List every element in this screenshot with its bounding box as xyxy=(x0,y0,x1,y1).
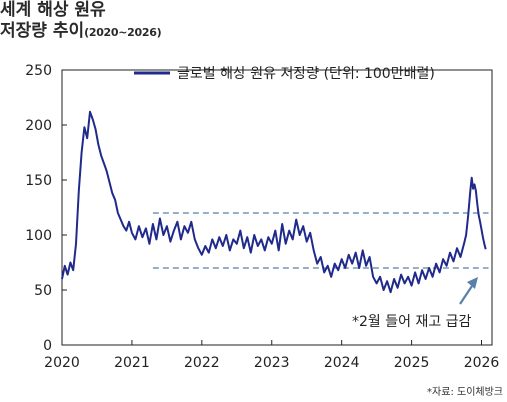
chart-title-period: (2020~2026) xyxy=(84,26,162,39)
x-tick-label: 2022 xyxy=(184,355,220,371)
annotation-arrow-head xyxy=(467,277,478,289)
annotation: *2월 들어 재고 급감 xyxy=(352,277,478,330)
legend-label: 글로벌 해상 원유 저장량 (단위: 100만배럴) xyxy=(177,66,435,82)
y-tick-label: 50 xyxy=(34,283,52,299)
annotation-arrow-shaft xyxy=(459,282,475,305)
series-line xyxy=(61,110,487,294)
y-tick-label: 250 xyxy=(25,63,52,79)
x-tick-label: 2024 xyxy=(324,355,360,371)
reference-lines xyxy=(152,212,489,269)
chart-title-line2: 저장량 추이(2020~2026) xyxy=(0,21,162,43)
x-tick-label: 2023 xyxy=(254,355,290,371)
y-tick-label: 150 xyxy=(25,173,52,189)
y-tick-label: 200 xyxy=(25,118,52,134)
annotation-label: *2월 들어 재고 급감 xyxy=(352,314,472,330)
plot-frame xyxy=(61,69,493,346)
y-tick-label: 0 xyxy=(43,338,52,354)
x-tick-label: 2021 xyxy=(114,355,150,371)
x-tick-label: 2025 xyxy=(394,355,430,371)
chart-title-second: 저장량 추이 xyxy=(0,21,85,41)
chart-title: 세계 해상 원유 xyxy=(0,0,106,20)
source-note: *자료: 도이체방크 xyxy=(427,387,503,398)
series-layer xyxy=(61,110,487,294)
x-tick-label: 2026 xyxy=(464,355,500,371)
axes: 0 50 100 150 200 250 2020 2021 2022 2023 2024 2025 2… xyxy=(25,63,499,371)
chart-title-block: 세계 해상 원유 저장량 추이(2020~2026) xyxy=(0,0,162,43)
legend: 글로벌 해상 원유 저장량 (단위: 100만배럴) xyxy=(134,66,435,82)
y-tick-label: 100 xyxy=(25,228,52,244)
x-tick-label: 2020 xyxy=(44,355,80,371)
